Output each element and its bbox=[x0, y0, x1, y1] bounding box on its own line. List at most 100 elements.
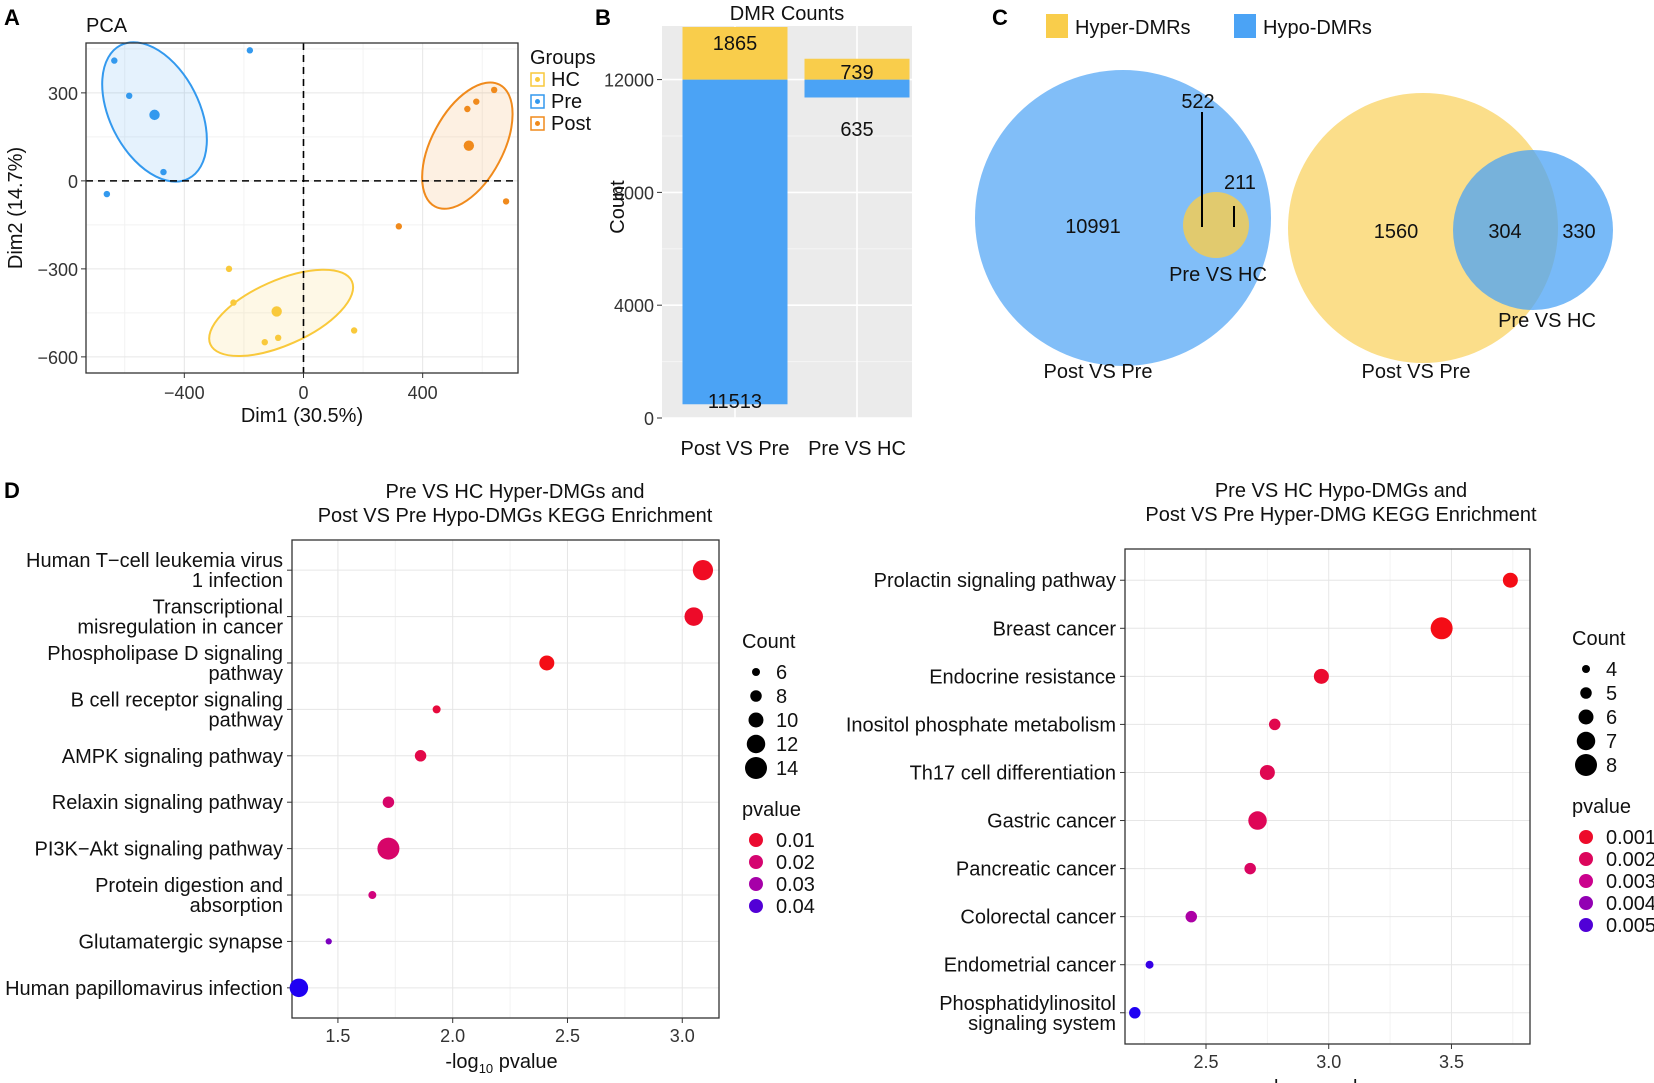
pca-ytick-label: −600 bbox=[37, 348, 78, 368]
kegg2-x-axis-label-tail: pvalue bbox=[1315, 1077, 1380, 1083]
kegg1-category-label: Relaxin signaling pathway bbox=[52, 792, 283, 814]
dmr-ytick-label: 12000 bbox=[604, 71, 654, 91]
kegg2-pvalue-legend-dot bbox=[1579, 874, 1593, 888]
kegg2-category-label: Inositol phosphate metabolism bbox=[846, 714, 1116, 736]
pca-point-hc bbox=[274, 334, 282, 341]
kegg1-xtick-label: 2.5 bbox=[555, 1026, 580, 1046]
pca-plot-border bbox=[85, 42, 519, 374]
pca-point-pre bbox=[111, 57, 118, 64]
dmr-xtick-label: Post VS Pre bbox=[681, 438, 790, 460]
kegg2-plot-border bbox=[1124, 548, 1531, 1045]
panel-label-d: D bbox=[4, 478, 20, 503]
venn1-circle-post-vs-pre bbox=[975, 70, 1271, 366]
kegg1-category-label: Glutamatergic synapse bbox=[78, 931, 283, 953]
kegg1-dot bbox=[414, 750, 427, 762]
venn1-overlap: 522 bbox=[1181, 91, 1214, 113]
pca-point-post bbox=[395, 223, 403, 230]
venn-legend-label: Hyper-DMRs bbox=[1075, 17, 1191, 39]
kegg2-count-legend-dot bbox=[1582, 665, 1590, 673]
kegg2-count-legend-dot bbox=[1580, 687, 1592, 699]
pca-y-axis-label: Dim2 (14.7%) bbox=[5, 147, 27, 269]
kegg1-dot bbox=[289, 978, 309, 998]
kegg2-dot bbox=[1313, 668, 1329, 684]
venn2-set-label-post: Post VS Pre bbox=[1362, 361, 1471, 383]
kegg1-category-label: Human T−cell leukemia virus bbox=[26, 550, 283, 572]
venn-legend-label: Hypo-DMRs bbox=[1263, 17, 1372, 39]
kegg1-pvalue-legend-dot bbox=[749, 877, 763, 891]
kegg2-count-legend-label: 4 bbox=[1606, 659, 1617, 681]
kegg2-pvalue-legend-dot bbox=[1579, 852, 1593, 866]
kegg2-category-label: Breast cancer bbox=[993, 618, 1117, 640]
kegg2-dot bbox=[1259, 764, 1275, 780]
kegg2-count-legend-label: 6 bbox=[1606, 707, 1617, 729]
kegg1-category-label: Human papillomavirus infection bbox=[5, 978, 283, 1000]
pca-point-hc bbox=[230, 299, 237, 306]
kegg1-count-legend-dot bbox=[745, 757, 767, 779]
kegg2-xtick-label: 2.5 bbox=[1193, 1052, 1218, 1072]
kegg1-category-label: Phospholipase D signaling bbox=[47, 643, 283, 665]
kegg2-category-label: signaling system bbox=[968, 1013, 1116, 1035]
kegg1-dot bbox=[539, 655, 555, 671]
kegg1-x-axis-label-sub: 10 bbox=[479, 1061, 493, 1076]
kegg2-category-label: Th17 cell differentiation bbox=[910, 762, 1116, 784]
pca-centroid-pre bbox=[149, 109, 160, 121]
kegg2-x-axis-label-main: -log bbox=[1267, 1077, 1300, 1083]
pca-point-post bbox=[464, 105, 471, 113]
kegg2-pvalue-legend-label: 0.001 bbox=[1606, 827, 1654, 849]
dmr-bar-hypo bbox=[804, 79, 910, 98]
pca-legend-title: Groups bbox=[530, 47, 596, 69]
kegg1-pvalue-legend-title: pvalue bbox=[742, 799, 801, 821]
kegg2-dot bbox=[1129, 1007, 1141, 1019]
kegg1-x-axis-label: -log10 pvalue bbox=[445, 1051, 557, 1076]
kegg1-category-label: absorption bbox=[190, 895, 283, 917]
kegg1-pvalue-legend-label: 0.04 bbox=[776, 896, 815, 918]
kegg1-pvalue-legend-label: 0.02 bbox=[776, 852, 815, 874]
venn2-only-post: 1560 bbox=[1374, 221, 1419, 243]
venn2-set-label-pre: Pre VS HC bbox=[1498, 310, 1596, 332]
kegg2-category-label: Phosphatidylinositol bbox=[939, 993, 1116, 1015]
venn1-set-label-post: Post VS Pre bbox=[1044, 361, 1153, 383]
kegg2-pvalue-legend-title: pvalue bbox=[1572, 796, 1631, 818]
kegg1-count-legend-dot bbox=[746, 734, 766, 754]
pca-point-pre bbox=[246, 47, 254, 54]
pca-xtick-label: 400 bbox=[408, 383, 438, 403]
kegg2-title: Pre VS HC Hypo-DMGs and bbox=[1215, 480, 1467, 502]
pca-x-axis-label: Dim1 (30.5%) bbox=[241, 405, 363, 427]
kegg1-count-legend-dot bbox=[750, 690, 762, 702]
pca-point-hc bbox=[261, 339, 268, 346]
dmr-bar-hypo bbox=[682, 79, 788, 405]
pca-point-post bbox=[490, 86, 498, 94]
pca-point-pre bbox=[160, 168, 167, 176]
kegg2-dot bbox=[1145, 960, 1154, 969]
venn1-only-post: 10991 bbox=[1065, 216, 1121, 238]
pca-legend-dot-pre bbox=[535, 99, 540, 104]
kegg2-title: Post VS Pre Hyper-DMG KEGG Enrichment bbox=[1145, 504, 1537, 526]
kegg1-category-label: pathway bbox=[209, 709, 284, 731]
kegg1-count-legend-title: Count bbox=[742, 631, 796, 653]
venn1-only-pre: 211 bbox=[1224, 172, 1256, 194]
venn1-set-label-pre: Pre VS HC bbox=[1169, 264, 1267, 286]
pca-legend-dot-hc bbox=[535, 77, 540, 82]
kegg2-category-label: Prolactin signaling pathway bbox=[874, 570, 1116, 592]
kegg1-category-label: Transcriptional bbox=[153, 597, 283, 619]
kegg1-x-axis-label-main: -log bbox=[445, 1051, 478, 1073]
venn2-overlap: 304 bbox=[1488, 221, 1521, 243]
kegg1-pvalue-legend-dot bbox=[749, 833, 763, 847]
kegg1-category-label: AMPK signaling pathway bbox=[62, 746, 283, 768]
pca-point-hc bbox=[350, 327, 358, 334]
kegg2-count-legend-dot bbox=[1575, 754, 1597, 776]
kegg1-count-legend-label: 8 bbox=[776, 686, 787, 708]
kegg1-xtick-label: 2.0 bbox=[440, 1026, 465, 1046]
kegg1-dot bbox=[684, 607, 703, 626]
kegg2-dot bbox=[1502, 572, 1518, 588]
kegg2-category-label: Colorectal cancer bbox=[960, 907, 1116, 929]
kegg1-category-label: Protein digestion and bbox=[95, 875, 283, 897]
kegg1-title: Pre VS HC Hyper-DMGs and bbox=[386, 481, 645, 503]
pca-ytick-label: 0 bbox=[68, 172, 78, 192]
pca-ytick-label: 300 bbox=[48, 84, 78, 104]
dmr-label-hyper: 739 bbox=[840, 62, 873, 84]
kegg1-count-legend-label: 10 bbox=[776, 710, 798, 732]
kegg2-count-legend-label: 5 bbox=[1606, 683, 1617, 705]
dmr-title: DMR Counts bbox=[730, 3, 844, 25]
